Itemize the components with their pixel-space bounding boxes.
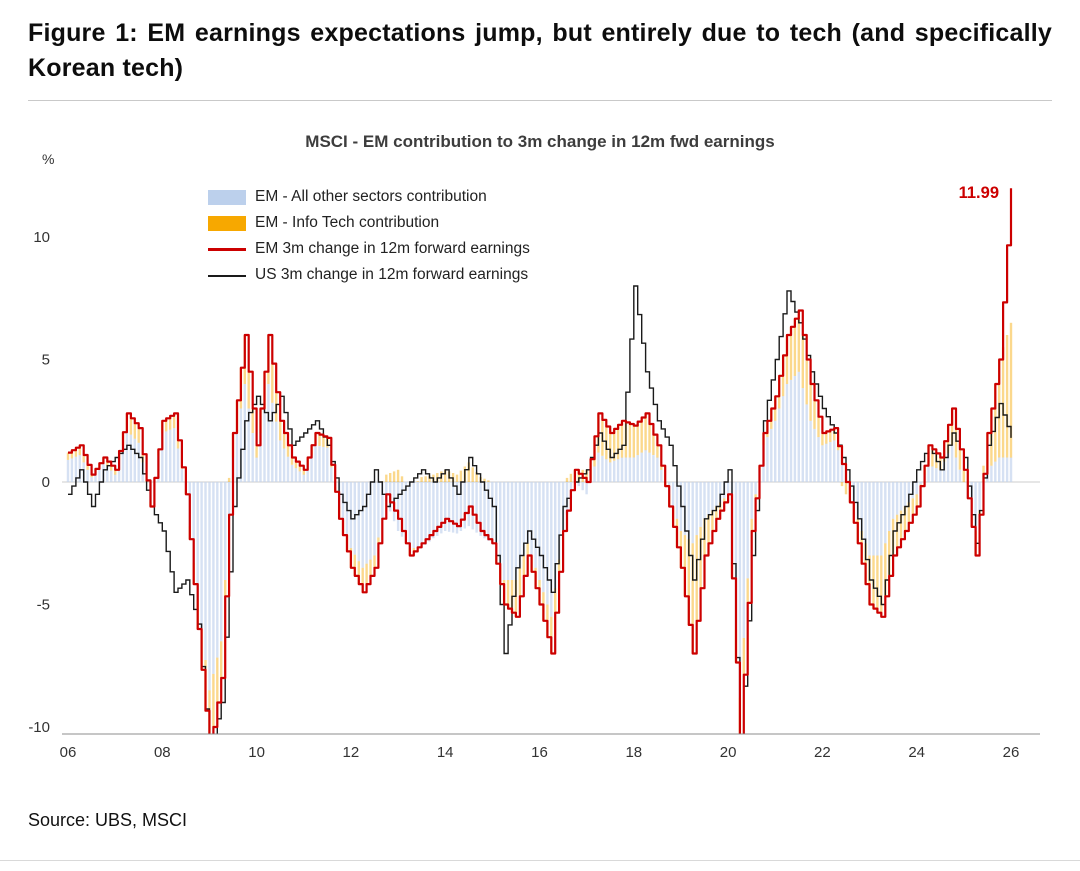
figure-title: Figure 1: EM earnings expectations jump,… [28, 19, 1052, 82]
y-axis-labels: 10 5 0 -5 -10 [28, 229, 50, 736]
legend-item-info-tech: EM - Info Tech contribution [208, 210, 530, 236]
x-tick-label: 22 [814, 744, 831, 761]
y-axis-unit-label: % [42, 151, 55, 167]
x-tick-label: 08 [154, 744, 171, 761]
y-tick-label: 10 [33, 229, 50, 246]
legend-swatch-red-line [208, 242, 246, 257]
x-tick-label: 06 [60, 744, 77, 761]
legend-label: EM - All other sectors contribution [255, 188, 487, 205]
peak-value-annotation: 11.99 [959, 184, 999, 202]
x-tick-label: 20 [720, 744, 737, 761]
y-tick-label: -10 [28, 719, 50, 736]
x-tick-label: 10 [248, 744, 265, 761]
chart-plot: 10 5 0 -5 -10 06 08 10 12 14 16 18 20 22 24 26 11.99 [28, 184, 1040, 761]
chart-title: MSCI - EM contribution to 3m change in 1… [305, 132, 775, 151]
legend-swatch-black-line [208, 268, 246, 283]
plot-area [66, 188, 1013, 734]
x-tick-label: 16 [531, 744, 548, 761]
legend-item-us-line: US 3m change in 12m forward earnings [208, 262, 530, 288]
x-tick-label: 12 [343, 744, 360, 761]
x-tick-label: 24 [908, 744, 925, 761]
y-tick-label: 5 [42, 352, 50, 369]
title-divider [28, 100, 1052, 101]
legend-swatch-orange-bar [208, 215, 246, 231]
x-tick-label: 14 [437, 744, 454, 761]
legend-swatch-blue-bar [208, 189, 246, 205]
x-tick-label: 26 [1003, 744, 1020, 761]
y-tick-label: 0 [42, 474, 50, 491]
x-axis-labels: 06 08 10 12 14 16 18 20 22 24 26 [60, 744, 1020, 761]
legend-item-other-sectors: EM - All other sectors contribution [208, 184, 530, 210]
legend-label: EM - Info Tech contribution [255, 214, 440, 231]
y-tick-label: -5 [37, 597, 50, 614]
source-note: Source: UBS, MSCI [28, 810, 188, 830]
em-earnings-line [68, 188, 1013, 734]
legend-label: EM 3m change in 12m forward earnings [255, 240, 530, 257]
bottom-divider [0, 860, 1080, 861]
legend-label: US 3m change in 12m forward earnings [255, 266, 529, 283]
legend-item-em-line: EM 3m change in 12m forward earnings [208, 236, 530, 262]
x-tick-label: 18 [625, 744, 642, 761]
chart-legend: EM - All other sectors contribution EM -… [208, 184, 530, 288]
bars-layer [66, 310, 1013, 734]
